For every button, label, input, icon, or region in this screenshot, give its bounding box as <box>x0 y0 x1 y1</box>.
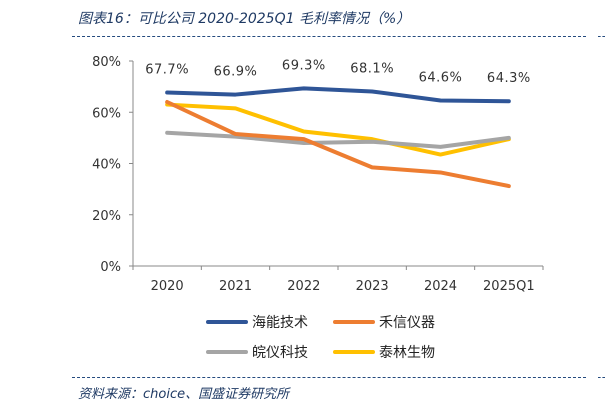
source-note: 资料来源：choice、国盛证券研究所 <box>78 387 290 402</box>
x-tick-label: 2025Q1 <box>483 279 535 294</box>
y-tick-label: 60% <box>92 106 121 121</box>
data-label: 69.3% <box>282 58 326 73</box>
y-tick-label: 20% <box>92 209 121 224</box>
series-line <box>165 100 511 189</box>
data-label: 68.1% <box>350 61 394 76</box>
x-tick-label: 2024 <box>424 279 457 294</box>
data-label: 64.6% <box>419 70 463 85</box>
y-tick-label: 40% <box>92 158 121 173</box>
legend-label: 海能技术 <box>252 315 308 331</box>
y-tick-label: 0% <box>100 260 121 275</box>
legend-label: 禾信仪器 <box>379 315 435 331</box>
legend-label: 皖仪科技 <box>252 345 308 361</box>
x-tick-label: 2023 <box>356 279 389 294</box>
series-line <box>165 130 511 149</box>
x-tick-label: 2020 <box>151 279 184 294</box>
top-divider-edge <box>598 36 605 37</box>
x-tick-label: 2021 <box>219 279 252 294</box>
top-divider <box>72 36 586 37</box>
x-tick-label: 2022 <box>287 279 320 294</box>
bottom-divider <box>72 377 586 378</box>
data-label: 64.3% <box>487 71 531 86</box>
data-label: 66.9% <box>214 65 258 80</box>
series-line <box>165 86 511 104</box>
chart-title: 图表16：可比公司 2020-2025Q1 毛利率情况（%） <box>78 11 411 27</box>
series-line <box>165 102 511 157</box>
y-tick-label: 80% <box>92 55 121 70</box>
bottom-divider-edge <box>598 377 605 378</box>
data-label: 67.7% <box>145 63 189 78</box>
legend-label: 泰林生物 <box>379 345 435 361</box>
